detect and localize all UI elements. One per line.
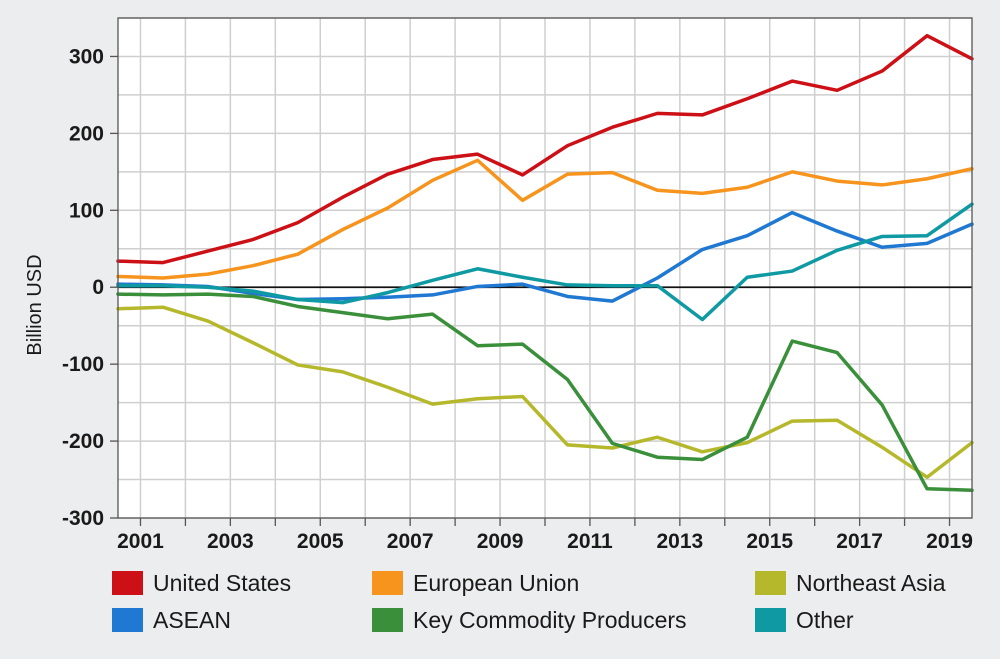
legend-item: Key Commodity Producers [372,607,687,633]
y-axis: 300 200 100 0 -100 -200 -300 [62,45,118,530]
y-tick-label: 200 [69,122,104,145]
legend-swatch [755,571,786,595]
y-tick-label: 100 [69,199,104,222]
x-tick-label: 2001 [117,530,164,553]
legend-item: Other [755,607,854,633]
x-tick-label: 2017 [836,530,883,553]
y-tick-label: 0 [92,276,104,299]
y-tick-label: -300 [62,507,104,530]
legend-item: Northeast Asia [755,570,946,596]
legend-swatch [755,608,786,632]
legend-item: ASEAN [112,607,231,633]
y-tick-label: 300 [69,45,104,68]
x-tick-label: 2019 [926,530,973,553]
legend-label: Key Commodity Producers [413,607,687,633]
legend-label: European Union [413,570,579,596]
y-tick-label: -200 [62,430,104,453]
grid [118,17,972,519]
legend-label: ASEAN [153,607,231,633]
legend-label: United States [153,570,291,596]
x-tick-label: 2009 [477,530,524,553]
x-tick-label: 2013 [656,530,703,553]
x-tick-label: 2005 [297,530,344,553]
x-tick-label: 2015 [746,530,793,553]
legend-label: Northeast Asia [796,570,946,596]
legend-swatch [372,608,403,632]
legend-item: United States [112,570,291,596]
legend-swatch [112,608,143,632]
series-lines [116,33,974,493]
x-tick-label: 2003 [207,530,254,553]
x-axis: 2001 2003 2005 2007 2009 2011 2013 2015 2017 2019 [117,518,973,553]
legend-swatch [112,571,143,595]
series-line-european-union [116,158,974,280]
x-tick-label: 2011 [567,530,613,553]
y-tick-label: -100 [62,353,104,376]
series-line-united-states [116,33,974,265]
series-line-northeast-asia [116,305,974,479]
legend-item: European Union [372,570,579,596]
legend-label: Other [796,607,854,633]
series-line-key-commodity-producers [116,292,974,493]
y-axis-title: Billion USD [24,254,46,355]
legend: United States European Union Northeast Asi… [112,570,946,633]
legend-swatch [372,571,403,595]
series-line-other [116,202,974,322]
x-tick-label: 2007 [387,530,434,553]
series-line-asean [116,210,974,303]
